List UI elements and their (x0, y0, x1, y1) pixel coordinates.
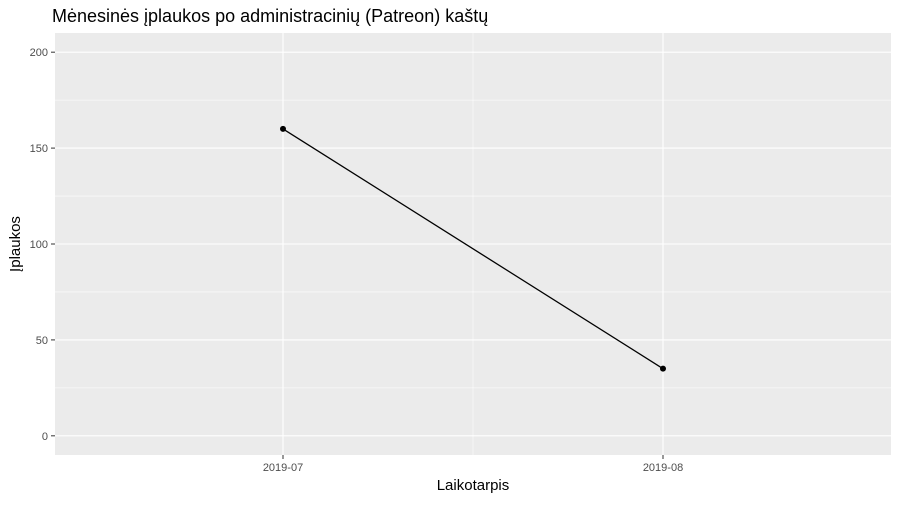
chart-title: Mėnesinės įplaukos po administracinių (P… (52, 6, 488, 26)
axis-ticks: 0 50 100 150 200 2019-07 2019-08 (30, 47, 684, 474)
y-axis-title: Įplaukos (7, 216, 24, 272)
y-tick-label: 50 (36, 335, 48, 347)
data-point (280, 125, 286, 132)
y-tick-label: 0 (42, 431, 48, 443)
x-tick-label: 2019-07 (263, 462, 303, 474)
gridlines (55, 33, 891, 455)
series-line (282, 128, 664, 370)
y-tick-label: 200 (30, 47, 48, 59)
y-tick-label: 150 (30, 143, 48, 155)
series-layer (280, 125, 666, 372)
data-point (660, 365, 666, 372)
x-tick-label: 2019-08 (643, 462, 683, 474)
x-axis-title: Laikotarpis (437, 477, 510, 494)
y-tick-label: 100 (30, 239, 48, 251)
